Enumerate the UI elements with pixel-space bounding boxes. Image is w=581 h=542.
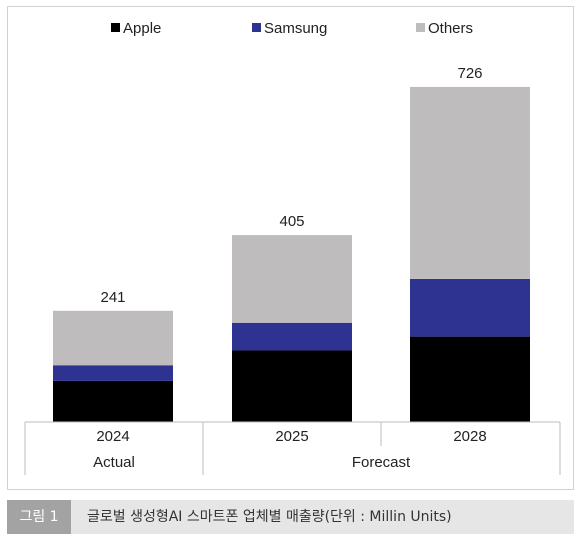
x-axis: 2024 2025 2028 Actual Forecast bbox=[24, 421, 561, 475]
x-tick-label-2028: 2028 bbox=[453, 428, 486, 445]
x-tick-label-2025: 2025 bbox=[275, 428, 308, 445]
bar-apple-2025 bbox=[232, 350, 352, 422]
total-label-2025: 405 bbox=[279, 213, 304, 230]
total-label-2028: 726 bbox=[457, 65, 482, 82]
x-group-label-forecast: Forecast bbox=[352, 454, 411, 471]
bar-apple-2028 bbox=[410, 336, 530, 422]
legend-label-samsung: Samsung bbox=[264, 20, 327, 37]
figure-number: 그림 1 bbox=[7, 500, 71, 534]
bar-others-2028 bbox=[410, 86, 530, 279]
bar-samsung-2024 bbox=[53, 365, 173, 381]
x-tick-label-2024: 2024 bbox=[96, 428, 129, 445]
bar-samsung-2025 bbox=[232, 322, 352, 351]
legend-label-apple: Apple bbox=[123, 20, 161, 37]
bar-apple-2024 bbox=[53, 380, 173, 422]
total-label-2024: 241 bbox=[100, 289, 125, 306]
total-labels: 241 405 726 bbox=[100, 65, 482, 306]
legend: Apple Samsung Others bbox=[111, 20, 473, 37]
bar-others-2024 bbox=[53, 310, 173, 366]
bar-others-2025 bbox=[232, 235, 352, 323]
bar-samsung-2028 bbox=[410, 278, 530, 337]
legend-swatch-others bbox=[416, 23, 425, 32]
figure-caption: 그림 1 글로벌 생성형AI 스마트폰 업체별 매출량(단위 : Millin … bbox=[7, 500, 574, 534]
bars bbox=[53, 86, 530, 422]
legend-swatch-apple bbox=[111, 23, 120, 32]
legend-label-others: Others bbox=[428, 20, 473, 37]
caption-text: 글로벌 생성형AI 스마트폰 업체별 매출량(단위 : Millin Units… bbox=[87, 509, 452, 525]
x-group-label-actual: Actual bbox=[93, 454, 135, 471]
legend-swatch-samsung bbox=[252, 23, 261, 32]
